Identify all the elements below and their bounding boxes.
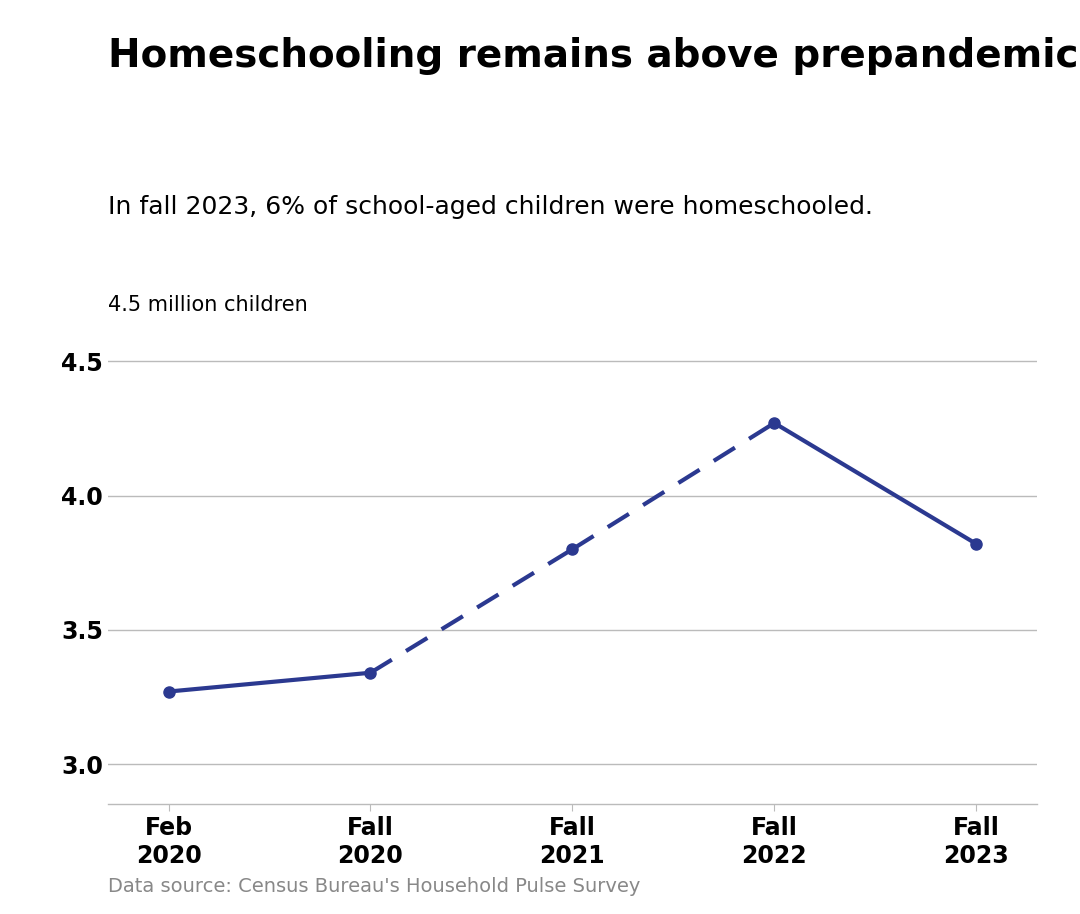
Text: Homeschooling remains above prepandemic levels: Homeschooling remains above prepandemic … bbox=[108, 37, 1080, 75]
Text: Data source: Census Bureau's Household Pulse Survey: Data source: Census Bureau's Household P… bbox=[108, 877, 640, 896]
Text: In fall 2023, 6% of school-aged children were homeschooled.: In fall 2023, 6% of school-aged children… bbox=[108, 196, 873, 219]
Text: 4.5 million children: 4.5 million children bbox=[108, 295, 308, 315]
